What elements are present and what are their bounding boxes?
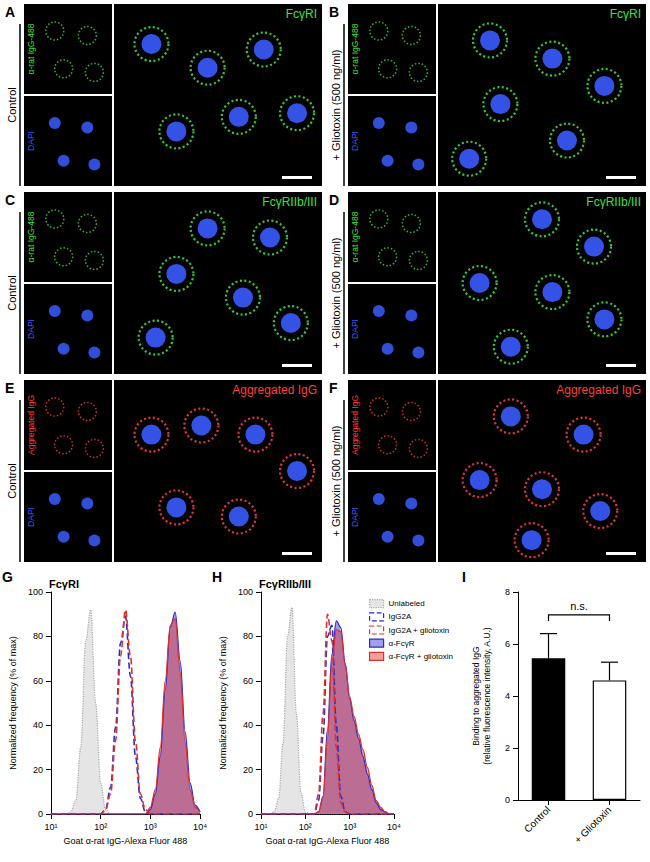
svg-text:Aggregated IgG: Aggregated IgG [26, 395, 36, 455]
svg-text:α-FcγR + gliotoxin: α-FcγR + gliotoxin [389, 652, 453, 661]
svg-text:10³: 10³ [343, 822, 356, 832]
svg-text:0: 0 [38, 809, 43, 819]
svg-text:(relative fluorescence intensi: (relative fluorescence intensity, A.U.) [482, 627, 492, 764]
svg-text:80: 80 [243, 631, 253, 641]
svg-text:DAPI: DAPI [350, 319, 360, 339]
svg-text:Control: Control [6, 463, 18, 498]
svg-text:A: A [5, 4, 15, 20]
svg-text:FcγRI: FcγRI [610, 7, 641, 21]
svg-text:n.s.: n.s. [570, 600, 588, 612]
svg-text:E: E [5, 380, 14, 396]
svg-text:B: B [329, 4, 339, 20]
svg-text:FcγRIIb/III: FcγRIIb/III [262, 195, 317, 209]
svg-text:FcγRIIb/III: FcγRIIb/III [259, 578, 311, 590]
svg-text:20: 20 [243, 765, 253, 775]
svg-text:Goat α-rat IgG-Alexa Fluor 488: Goat α-rat IgG-Alexa Fluor 488 [64, 836, 188, 846]
svg-text:DAPI: DAPI [350, 507, 360, 527]
svg-text:H: H [212, 569, 222, 585]
svg-text:α-rat IgG-488: α-rat IgG-488 [26, 23, 36, 74]
svg-text:Aggregated IgG: Aggregated IgG [556, 383, 641, 397]
svg-text:10⁴: 10⁴ [387, 822, 401, 832]
svg-text:IgG2A: IgG2A [389, 612, 412, 621]
svg-text:α-rat IgG-488: α-rat IgG-488 [350, 211, 360, 262]
svg-text:G: G [2, 569, 13, 585]
svg-text:+ Gliotoxin (500 ng/ml): + Gliotoxin (500 ng/ml) [330, 50, 342, 161]
svg-text:+ Gliotoxin (500 ng/ml): + Gliotoxin (500 ng/ml) [330, 426, 342, 537]
svg-text:100: 100 [238, 587, 253, 597]
svg-text:D: D [329, 192, 339, 208]
svg-text:2: 2 [505, 743, 510, 753]
svg-text:I: I [462, 569, 466, 585]
svg-text:α-FcγR: α-FcγR [389, 639, 415, 648]
svg-text:Normalized frequency (% of max: Normalized frequency (% of max) [218, 636, 228, 770]
svg-text:10³: 10³ [144, 822, 157, 832]
svg-text:FcγRIIb/III: FcγRIIb/III [586, 195, 641, 209]
svg-text:DAPI: DAPI [26, 319, 36, 339]
svg-text:10²: 10² [299, 822, 312, 832]
svg-text:FcγRI: FcγRI [49, 578, 79, 590]
svg-text:60: 60 [243, 676, 253, 686]
svg-text:0: 0 [505, 795, 510, 805]
svg-text:10¹: 10¹ [44, 822, 57, 832]
svg-text:40: 40 [33, 720, 43, 730]
svg-text:Control: Control [522, 804, 553, 835]
svg-text:10⁴: 10⁴ [193, 822, 207, 832]
svg-text:Goat α-rat IgG-Alexa Fluor 488: Goat α-rat IgG-Alexa Fluor 488 [266, 836, 390, 846]
svg-text:Aggregated IgG: Aggregated IgG [350, 395, 360, 455]
svg-text:DAPI: DAPI [26, 131, 36, 151]
svg-text:4: 4 [505, 691, 510, 701]
svg-text:10¹: 10¹ [254, 822, 267, 832]
svg-text:100: 100 [28, 587, 43, 597]
svg-text:IgG2A + gliotoxin: IgG2A + gliotoxin [389, 626, 450, 635]
svg-text:α-rat IgG-488: α-rat IgG-488 [350, 23, 360, 74]
svg-text:DAPI: DAPI [26, 507, 36, 527]
svg-text:FcγRI: FcγRI [286, 7, 317, 21]
svg-text:+ Gliotoxin: + Gliotoxin [572, 804, 613, 845]
svg-text:20: 20 [33, 765, 43, 775]
svg-text:F: F [329, 380, 338, 396]
svg-text:+ Gliotoxin (500 ng/ml): + Gliotoxin (500 ng/ml) [330, 238, 342, 349]
svg-text:80: 80 [33, 631, 43, 641]
svg-text:Aggregated IgG: Aggregated IgG [232, 383, 317, 397]
svg-text:40: 40 [243, 720, 253, 730]
svg-text:Binding to aggregated IgG: Binding to aggregated IgG [471, 646, 481, 745]
svg-text:0: 0 [248, 809, 253, 819]
svg-text:C: C [5, 192, 15, 208]
svg-text:60: 60 [33, 676, 43, 686]
svg-text:Control: Control [6, 275, 18, 310]
svg-text:8: 8 [505, 587, 510, 597]
svg-text:10²: 10² [94, 822, 107, 832]
svg-text:6: 6 [505, 639, 510, 649]
svg-text:DAPI: DAPI [350, 131, 360, 151]
svg-text:Unlabeled: Unlabeled [389, 599, 425, 608]
svg-text:Control: Control [6, 87, 18, 122]
svg-text:α-rat IgG-488: α-rat IgG-488 [26, 211, 36, 262]
svg-text:Normalized frequency (% of max: Normalized frequency (% of max) [8, 636, 18, 770]
